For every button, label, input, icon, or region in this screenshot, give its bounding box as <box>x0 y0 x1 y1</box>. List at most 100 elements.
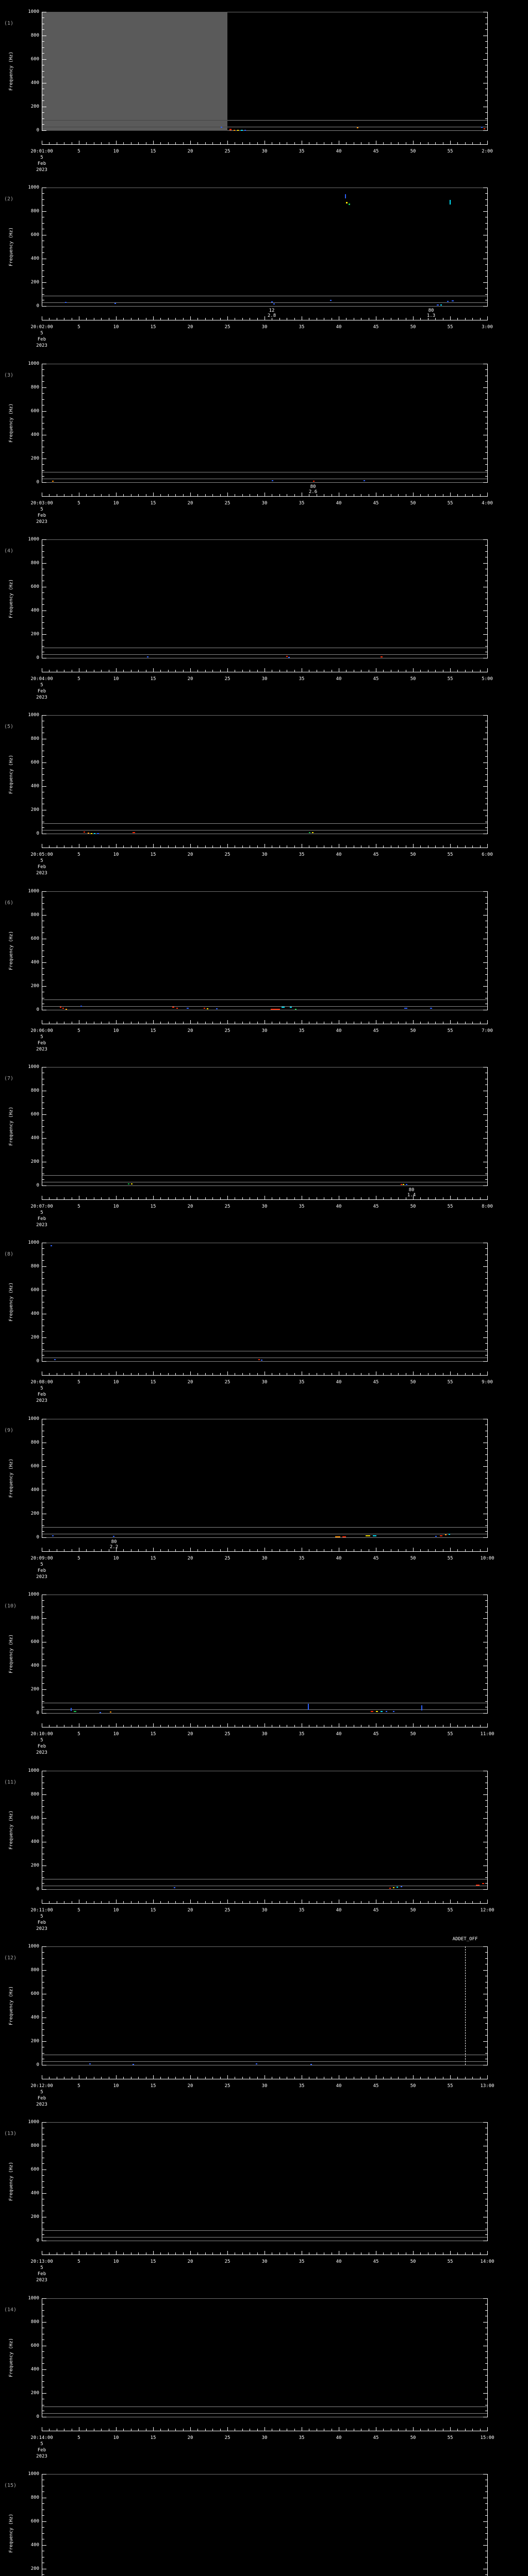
x-tick <box>413 2075 414 2079</box>
x-tick <box>420 142 421 144</box>
end-time-label: 15:00 <box>480 2435 494 2441</box>
x-tick <box>279 1549 280 1551</box>
x-tick <box>138 670 139 672</box>
x-tick <box>138 494 139 496</box>
detection-annotation: 80 <box>310 484 316 489</box>
x-tick <box>435 318 436 320</box>
y-tick-label: 400 <box>30 960 39 965</box>
y-tick <box>483 915 487 916</box>
y-tick <box>42 1331 44 1332</box>
y-tick <box>485 1612 487 1613</box>
x-tick <box>435 1901 436 1903</box>
x-tick-label: 45 <box>373 1732 379 1737</box>
date-label: Feb <box>37 513 46 518</box>
x-tick-label: 15 <box>150 852 156 857</box>
y-tick-label: 0 <box>36 2414 39 2419</box>
y-tick <box>42 399 44 400</box>
x-tick <box>457 1725 458 1727</box>
y-tick <box>483 986 487 987</box>
x-tick <box>220 1725 221 1727</box>
x-tick <box>480 2429 481 2431</box>
x-tick <box>257 318 258 320</box>
x-tick <box>168 845 169 848</box>
x-tick <box>190 1371 191 1375</box>
start-time-label: 20:14:00 <box>30 2435 53 2441</box>
x-tick-label: 25 <box>224 325 230 330</box>
x-tick <box>465 494 466 496</box>
x-tick <box>116 844 117 848</box>
y-tick <box>485 956 487 957</box>
y-axis-right <box>487 2474 488 2576</box>
x-tick <box>435 2252 436 2255</box>
x-tick-label: 10 <box>113 1908 119 1913</box>
y-tick <box>42 118 44 119</box>
x-tick-label: 40 <box>336 2083 342 2089</box>
detection-speck <box>54 1359 56 1360</box>
detection-speck <box>261 1360 262 1361</box>
x-tick <box>101 1549 102 1551</box>
y-tick <box>42 276 44 277</box>
y-tick-label: 200 <box>30 1159 39 1164</box>
freq-gridline-on-gray <box>42 120 227 121</box>
x-tick <box>383 494 384 496</box>
x-tick <box>413 1020 414 1024</box>
x-tick <box>138 318 139 320</box>
detection-speck <box>349 204 350 205</box>
x-tick <box>487 2427 488 2431</box>
y-tick <box>485 1519 487 1520</box>
x-tick <box>435 1725 436 1727</box>
x-tick-label: 55 <box>447 1028 453 1033</box>
detection-speck <box>342 1536 346 1537</box>
x-tick-label: 30 <box>261 1908 268 1913</box>
x-tick <box>435 670 436 672</box>
detection-speck <box>128 1183 129 1184</box>
detection-speck <box>393 1711 394 1712</box>
detection-speck <box>89 2063 91 2064</box>
x-tick-label: 10 <box>113 149 119 154</box>
x-tick <box>242 2252 243 2255</box>
y-tick <box>42 1349 44 1350</box>
y-tick-label: 400 <box>30 1663 39 1668</box>
x-tick-label: 15 <box>150 676 156 682</box>
x-tick <box>487 1548 488 1551</box>
y-tick-label: 400 <box>30 608 39 613</box>
plot-frame-bottom <box>42 1185 487 1186</box>
x-tick-label: 50 <box>410 1204 416 1209</box>
x-tick-label: 40 <box>336 1732 342 1737</box>
y-tick <box>42 1290 46 1291</box>
panel-index-label: (8) <box>4 1251 14 1257</box>
y-tick <box>42 1179 44 1180</box>
x-tick <box>420 1725 421 1727</box>
y-tick <box>42 1871 44 1872</box>
x-tick <box>383 670 384 672</box>
x-tick <box>197 670 198 672</box>
detection-speck <box>288 657 290 658</box>
y-tick <box>483 563 487 564</box>
x-tick <box>86 670 87 672</box>
x-tick <box>212 142 213 144</box>
y-tick <box>42 270 44 271</box>
y-tick <box>483 634 487 635</box>
y-tick-label: 600 <box>30 2519 39 2524</box>
x-tick-label: 20 <box>187 1556 193 1561</box>
x-tick <box>472 1901 473 1903</box>
y-tick <box>42 551 44 552</box>
start-time-label: 20:05:00 <box>30 852 53 857</box>
start-time-label: 20:04:00 <box>30 676 53 682</box>
y-tick-label: 200 <box>30 2039 39 2044</box>
y-tick <box>42 124 44 125</box>
y-tick <box>485 2187 487 2188</box>
x-tick <box>212 670 213 672</box>
y-tick <box>42 2298 46 2299</box>
x-tick <box>435 494 436 496</box>
y-axis-right <box>487 12 488 131</box>
y-tick <box>42 744 44 745</box>
x-tick <box>480 1022 481 1024</box>
y-axis-right <box>487 1419 488 1538</box>
x-tick <box>212 2429 213 2431</box>
x-axis-line <box>42 1375 488 1376</box>
detection-annotation: 1.4 <box>407 1193 416 1198</box>
x-tick <box>220 670 221 672</box>
x-tick <box>450 668 451 672</box>
detection-speck <box>437 304 439 306</box>
